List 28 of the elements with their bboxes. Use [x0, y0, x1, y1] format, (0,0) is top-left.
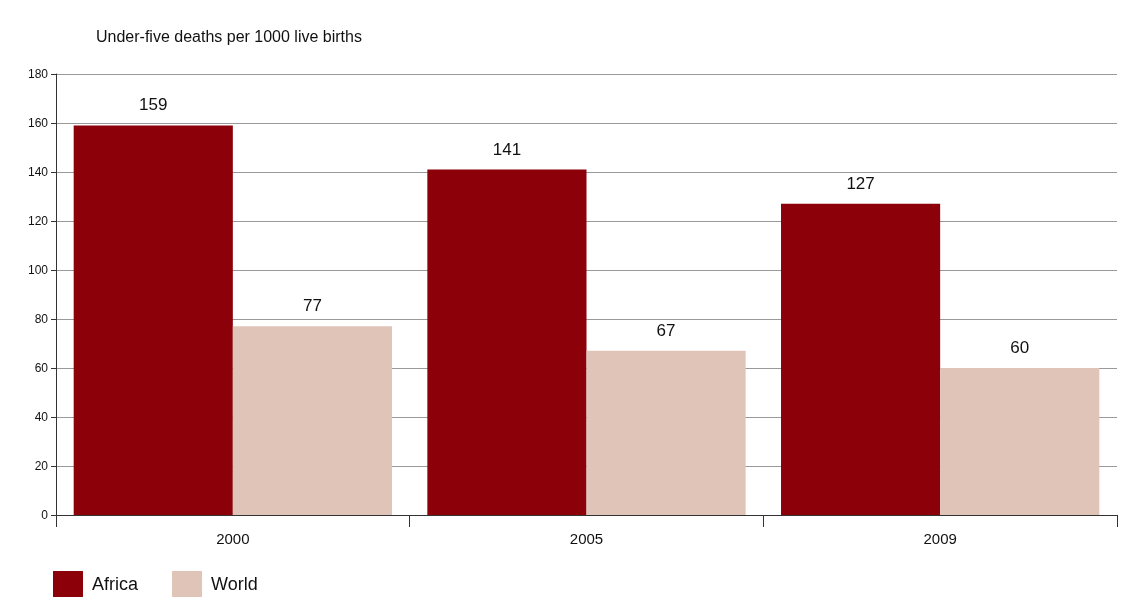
data-label: 159 [139, 95, 168, 115]
x-tick-label: 2009 [923, 530, 957, 547]
y-tick-label: 60 [34, 361, 49, 375]
y-tick-label: 80 [34, 312, 49, 326]
data-label: 141 [492, 139, 522, 159]
y-tick-label: 0 [41, 508, 49, 522]
legend-label: World [211, 574, 258, 594]
bar [940, 368, 1100, 515]
bar [586, 350, 746, 515]
legend-label: Africa [92, 574, 139, 594]
data-label: 77 [302, 296, 322, 316]
y-axis-title: Under-five deaths per 1000 live births [96, 27, 362, 45]
data-label: 127 [846, 173, 875, 193]
data-label: 67 [656, 320, 676, 340]
y-tick-label: 40 [34, 410, 49, 424]
y-tick-label: 100 [27, 263, 49, 277]
bar [427, 169, 587, 515]
data-label: 60 [1010, 338, 1030, 357]
x-tick-label: 2000 [216, 530, 250, 547]
x-tick-label: 2005 [569, 530, 604, 547]
y-tick-label: 180 [27, 67, 49, 81]
y-tick-label: 120 [27, 214, 49, 228]
y-tick-label: 20 [34, 459, 49, 473]
y-tick-label: 140 [27, 165, 49, 179]
y-tick-label: 160 [27, 116, 49, 130]
bar [232, 326, 392, 515]
bar [73, 125, 233, 515]
bar [781, 203, 941, 515]
